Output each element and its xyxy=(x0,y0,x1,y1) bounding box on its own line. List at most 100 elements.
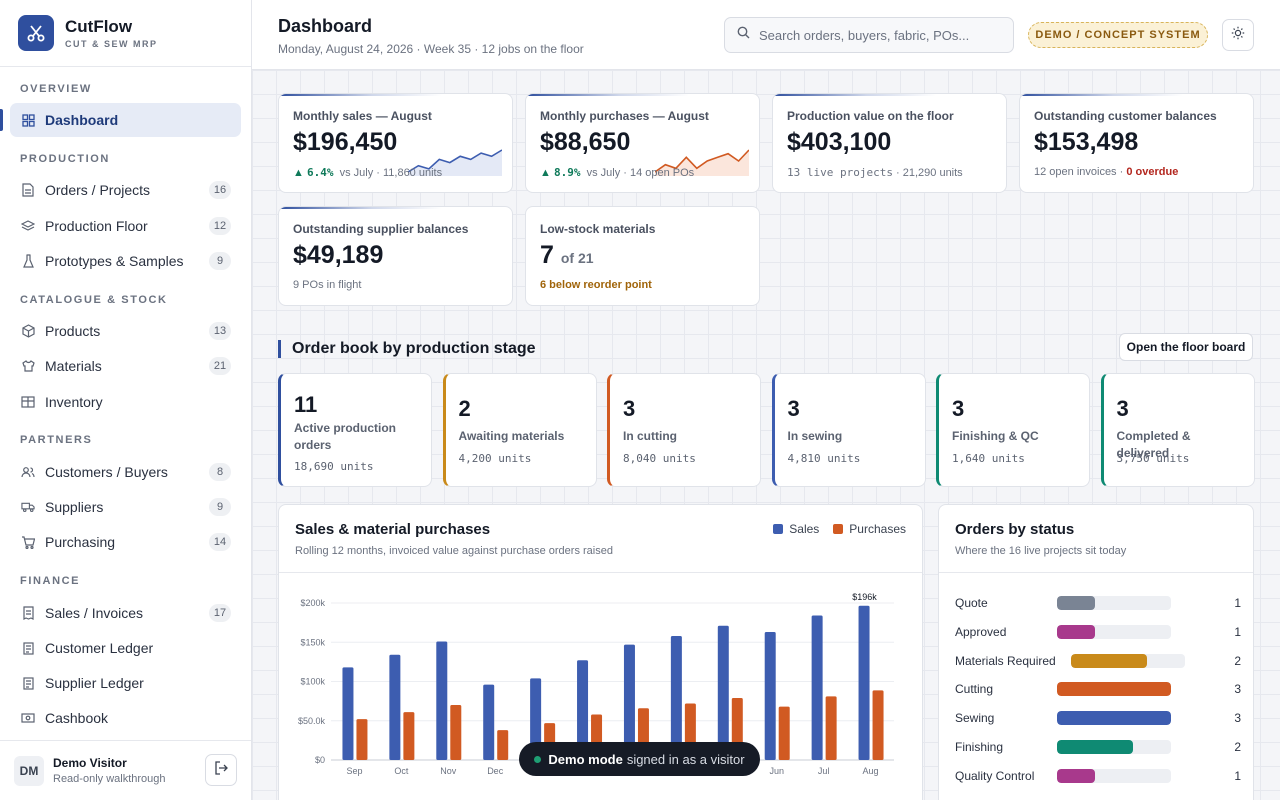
shirt-icon xyxy=(21,359,35,373)
kpi-foot-text: vs July · 11,860 units xyxy=(339,167,443,179)
status-row[interactable]: Finishing 2 xyxy=(955,737,1241,757)
bar-sales xyxy=(623,644,635,760)
logout-button[interactable] xyxy=(205,754,237,786)
legend-swatch-purchases xyxy=(833,524,844,534)
trend-up-icon: ▲ xyxy=(540,167,551,179)
status-bar-track xyxy=(1057,596,1171,610)
kpi-label: Low-stock materials xyxy=(540,222,656,236)
stage-count: 11 xyxy=(294,392,318,417)
kpi-monthly-sales[interactable]: Monthly sales — August $196,450 ▲ 6.4% v… xyxy=(278,93,513,193)
kpi-value: $153,498 xyxy=(1034,128,1139,156)
sidebar-item-orders[interactable]: Orders / Projects 16 xyxy=(10,173,241,207)
stage-label: Completed & delivered xyxy=(1116,429,1191,460)
stage-count: 3 xyxy=(1116,396,1129,421)
sidebar-item-prototypes[interactable]: Prototypes & Samples 9 xyxy=(10,244,241,278)
kpi-value: $88,650 xyxy=(540,128,631,156)
warehouse-icon xyxy=(21,395,35,409)
kpi-value: $403,100 xyxy=(787,128,892,156)
sidebar-item-production-floor[interactable]: Production Floor 12 xyxy=(10,209,241,243)
kpi-customer-balances[interactable]: Outstanding customer balances $153,498 1… xyxy=(1019,93,1254,193)
sidebar-item-products[interactable]: Products 13 xyxy=(10,314,241,348)
sidebar-item-materials[interactable]: Materials 21 xyxy=(10,349,241,383)
sidebar-item-supplier-ledger[interactable]: Supplier Ledger xyxy=(10,666,241,700)
sidebar-item-label: Dashboard xyxy=(45,112,119,128)
kpi-low-stock[interactable]: Low-stock materials 7 of 21 6 below reor… xyxy=(525,206,760,306)
order-book-title: Order book by production stage xyxy=(278,340,536,358)
count-badge: 8 xyxy=(209,463,231,481)
status-row[interactable]: Materials Required 2 xyxy=(955,651,1241,671)
stage-card[interactable]: 3 Finishing & QC 1,640 units xyxy=(936,373,1090,487)
stage-card[interactable]: 3 Completed & delivered 3,750 units xyxy=(1100,373,1255,487)
theme-toggle-button[interactable] xyxy=(1222,19,1254,51)
open-floor-board-button[interactable]: Open the floor board xyxy=(1119,333,1253,361)
status-name: Materials Required xyxy=(955,653,1056,668)
section-partners: PARTNERS xyxy=(20,434,93,446)
status-row[interactable]: Quality Control 1 xyxy=(955,766,1241,786)
kpi-label: Production value on the floor xyxy=(787,109,954,123)
status-row[interactable]: Cutting 3 xyxy=(955,679,1241,699)
y-tick-label: $0 xyxy=(315,755,325,765)
kpi-monthly-purchases[interactable]: Monthly purchases — August $88,650 ▲ 8.9… xyxy=(525,93,760,193)
kpi-delta: 6.4% xyxy=(306,166,334,179)
section-finance: FINANCE xyxy=(20,575,81,587)
search-input[interactable] xyxy=(759,27,999,43)
count-badge: 9 xyxy=(209,498,231,516)
kpi-foot-text: vs July · 14 open POs xyxy=(586,167,695,179)
x-tick-label: Dec xyxy=(487,766,504,776)
page-subtitle: Monday, August 24, 2026 · Week 35 · 12 j… xyxy=(278,42,584,56)
status-name: Sewing xyxy=(955,711,995,726)
stage-count: 3 xyxy=(623,396,636,421)
sidebar-item-label: Products xyxy=(45,323,101,339)
search-box[interactable] xyxy=(724,17,1014,53)
stage-count: 3 xyxy=(787,396,800,421)
sidebar-item-purchasing[interactable]: Purchasing 14 xyxy=(10,525,241,559)
section-catalogue: CATALOGUE & STOCK xyxy=(20,294,168,306)
sidebar-item-inventory[interactable]: Inventory xyxy=(10,385,241,419)
x-tick-label: Oct xyxy=(394,766,409,776)
x-tick-label: Aug xyxy=(863,766,879,776)
sparkline-area xyxy=(408,150,502,176)
brand-subtitle: CUT & SEW MRP xyxy=(65,38,158,49)
stage-units: 4,810 units xyxy=(787,452,861,465)
sidebar-item-sales-invoices[interactable]: Sales / Invoices 17 xyxy=(10,596,241,630)
status-row[interactable]: Sewing 3 xyxy=(955,708,1241,728)
sales-purchases-chart-card: Sales & material purchases Rolling 12 mo… xyxy=(278,504,923,800)
kpi-production-value[interactable]: Production value on the floor $403,100 1… xyxy=(772,93,1007,193)
status-name: Cutting xyxy=(955,682,994,697)
kpi-supplier-balances[interactable]: Outstanding supplier balances $49,189 9 … xyxy=(278,206,513,306)
status-count: 1 xyxy=(1234,624,1241,639)
box-icon xyxy=(21,324,35,338)
sidebar-item-dashboard[interactable]: Dashboard xyxy=(10,103,241,137)
bar-sales xyxy=(342,667,354,760)
bar-sales xyxy=(858,605,870,760)
stage-units: 1,640 units xyxy=(952,452,1025,465)
brand[interactable]: CutFlow CUT & SEW MRP xyxy=(0,0,251,67)
logout-icon xyxy=(214,760,228,780)
status-name: Approved xyxy=(955,624,1007,639)
active-indicator xyxy=(0,109,3,131)
bar-sales xyxy=(483,684,495,760)
trend-up-icon: ▲ xyxy=(293,167,304,179)
status-row[interactable]: Approved 1 xyxy=(955,622,1241,642)
bar-purchases xyxy=(403,712,415,760)
bar-chart: $0$50.0k$100k$150k$200kSepOctNovDecJanFe… xyxy=(298,592,894,776)
x-tick-label: Nov xyxy=(440,766,457,776)
stage-card[interactable]: 11 Active production orders 18,690 units xyxy=(278,373,432,487)
status-bar-fill xyxy=(1057,711,1171,726)
sidebar-item-cashbook[interactable]: Cashbook xyxy=(10,701,241,735)
avatar: DM xyxy=(14,755,44,786)
orders-by-status-card: Orders by status Where the 16 live proje… xyxy=(938,504,1254,800)
sidebar-item-customer-ledger[interactable]: Customer Ledger xyxy=(10,631,241,665)
sidebar-item-suppliers[interactable]: Suppliers 9 xyxy=(10,490,241,524)
sidebar-item-label: Customer Ledger xyxy=(45,640,154,656)
legend-swatch-sales xyxy=(773,524,784,534)
main-content: Monthly sales — August $196,450 ▲ 6.4% v… xyxy=(252,70,1280,800)
sidebar-item-customers[interactable]: Customers / Buyers 8 xyxy=(10,455,241,489)
stage-card[interactable]: 3 In cutting 8,040 units xyxy=(607,373,761,487)
legend-purchases: Purchases xyxy=(849,522,906,536)
stage-card[interactable]: 2 Awaiting materials 4,200 units xyxy=(442,373,597,487)
bar-purchases xyxy=(778,706,790,760)
status-row[interactable]: Quote 1 xyxy=(955,593,1241,613)
status-count: 3 xyxy=(1234,711,1241,726)
stage-card[interactable]: 3 In sewing 4,810 units xyxy=(771,373,926,487)
